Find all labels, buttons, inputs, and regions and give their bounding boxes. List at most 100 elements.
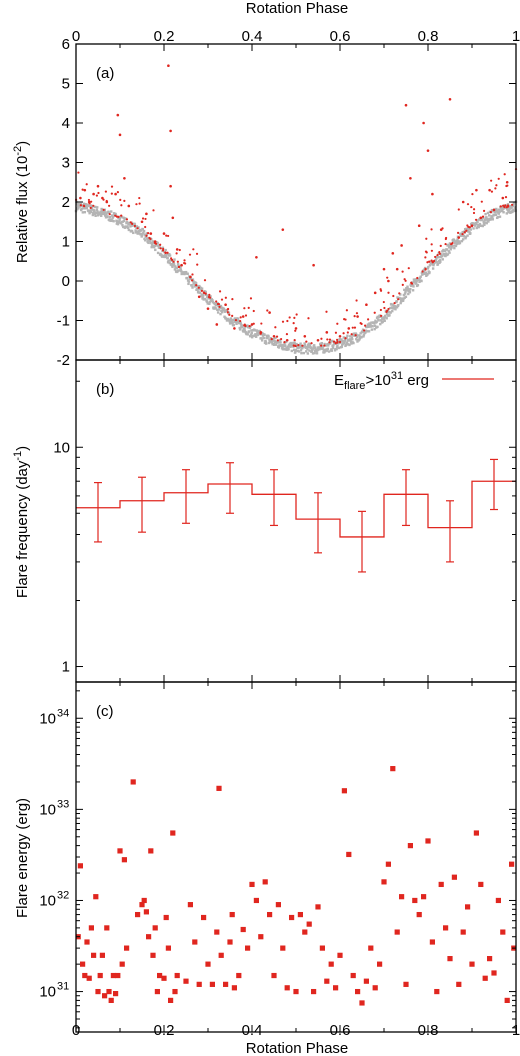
energy-point — [143, 909, 149, 915]
quiescent-point — [303, 342, 306, 345]
quiescent-point — [200, 293, 203, 296]
quiescent-point — [397, 303, 400, 307]
quiescent-point — [399, 301, 402, 305]
quiescent-point — [250, 331, 253, 335]
flare-point — [266, 309, 269, 312]
quiescent-point — [358, 336, 362, 340]
quiescent-point — [241, 325, 244, 328]
quiescent-point — [230, 320, 233, 323]
top-x-tick-label: 0.8 — [418, 28, 439, 45]
quiescent-point — [172, 262, 175, 265]
flare-point — [365, 303, 368, 307]
quiescent-point — [93, 212, 97, 216]
quiescent-point — [402, 297, 405, 301]
energy-point — [372, 985, 378, 991]
quiescent-point — [310, 350, 314, 353]
quiescent-point — [118, 218, 121, 221]
energy-point — [141, 897, 147, 904]
quiescent-point — [444, 254, 447, 258]
flare-point — [248, 325, 251, 328]
quiescent-point — [272, 343, 276, 346]
energy-point — [170, 830, 176, 836]
panel-a-frame — [75, 43, 517, 361]
energy-point — [416, 911, 422, 918]
bottom-x-tick-label: 0.8 — [418, 1022, 439, 1039]
flare-point — [430, 249, 434, 252]
quiescent-point — [361, 330, 364, 334]
quiescent-point — [179, 266, 182, 270]
energy-point — [192, 939, 198, 945]
quiescent-point — [255, 329, 259, 332]
energy-point — [377, 961, 383, 967]
flare-point — [436, 253, 439, 257]
flare-points — [75, 64, 518, 348]
flare-point — [404, 279, 407, 282]
quiescent-point — [321, 347, 324, 351]
quiescent-point — [352, 341, 355, 345]
quiescent-point — [453, 244, 456, 247]
quiescent-point — [104, 211, 107, 214]
quiescent-point — [411, 289, 415, 292]
quiescent-point — [458, 240, 461, 243]
flare-point — [457, 208, 460, 211]
quiescent-point — [320, 341, 324, 345]
flare-point — [391, 252, 395, 255]
quiescent-point — [478, 224, 481, 228]
quiescent-point — [485, 216, 488, 219]
quiescent-point — [365, 325, 368, 329]
quiescent-point — [260, 337, 263, 340]
flare-point — [129, 221, 132, 224]
quiescent-point — [389, 311, 392, 314]
flare-point — [172, 260, 175, 263]
quiescent-point — [437, 252, 440, 255]
y-tick-exponent: 33 — [57, 798, 69, 810]
quiescent-point — [412, 278, 416, 281]
quiescent-point — [409, 287, 412, 291]
flare-point — [231, 297, 234, 301]
quiescent-point — [432, 263, 435, 267]
flare-point — [105, 199, 108, 203]
quiescent-point — [124, 225, 127, 228]
flare-point — [430, 243, 433, 246]
flare-point — [203, 279, 207, 282]
flare-point — [102, 208, 105, 211]
quiescent-point — [254, 333, 257, 336]
flare-point — [474, 218, 478, 221]
flare-point — [135, 203, 138, 206]
y-tick-exponent: 34 — [57, 707, 69, 719]
flare-point — [450, 242, 453, 246]
flare-point — [336, 338, 339, 341]
flare-point — [499, 205, 502, 208]
quiescent-point — [176, 262, 180, 266]
quiescent-point — [318, 346, 322, 349]
flare-point — [441, 227, 444, 230]
quiescent-point — [433, 261, 436, 264]
quiescent-point — [296, 349, 300, 353]
energy-point — [262, 879, 268, 885]
quiescent-point — [286, 345, 290, 348]
flare-point — [110, 192, 113, 195]
quiescent-point — [253, 329, 256, 332]
quiescent-point — [169, 259, 172, 262]
energy-point — [216, 785, 222, 791]
quiescent-point — [290, 349, 293, 353]
quiescent-point — [458, 241, 462, 245]
flare-point — [145, 212, 148, 216]
energy-point — [429, 939, 435, 945]
y-tick-label: 6 — [62, 36, 70, 53]
quiescent-point — [309, 346, 313, 349]
bottom-x-tick-label: 0.4 — [242, 1022, 263, 1039]
flare-point — [178, 248, 181, 252]
quiescent-point — [379, 322, 382, 326]
quiescent-point — [89, 210, 93, 214]
quiescent-point — [369, 324, 373, 327]
flare-point — [141, 217, 145, 220]
quiescent-point — [191, 278, 195, 281]
quiescent-point — [108, 211, 111, 214]
quiescent-point — [114, 212, 117, 216]
flare-point — [472, 211, 476, 215]
quiescent-point — [482, 220, 485, 223]
quiescent-point — [175, 266, 179, 270]
quiescent-point — [477, 218, 481, 221]
